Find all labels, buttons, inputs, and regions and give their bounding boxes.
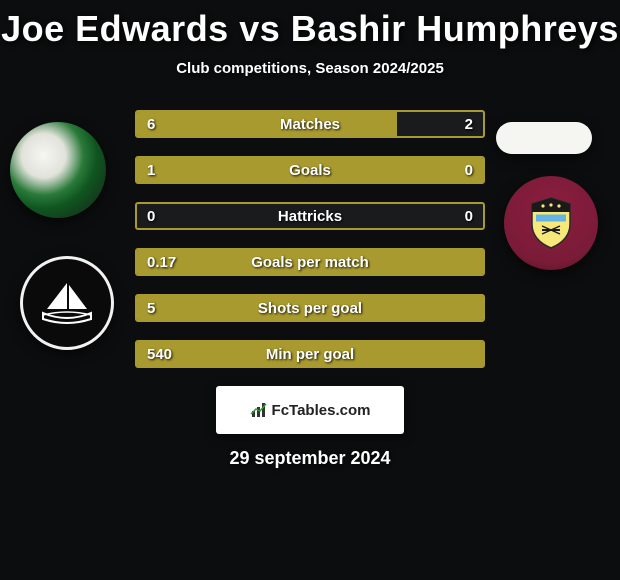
page-title: Joe Edwards vs Bashir Humphreys xyxy=(0,0,620,50)
stat-label: Goals per match xyxy=(137,254,483,271)
stat-row: 0 Hattricks 0 xyxy=(135,202,485,230)
subtitle: Club competitions, Season 2024/2025 xyxy=(0,60,620,77)
stat-row: 5 Shots per goal xyxy=(135,294,485,322)
date-text: 29 september 2024 xyxy=(0,448,620,469)
brand-box[interactable]: FcTables.com xyxy=(216,386,404,434)
stat-label: Shots per goal xyxy=(137,300,483,317)
brand-text: FcTables.com xyxy=(272,402,371,419)
stat-label: Goals xyxy=(137,162,483,179)
stat-row: 6 Matches 2 xyxy=(135,110,485,138)
chart-icon xyxy=(250,401,268,419)
stat-row: 1 Goals 0 xyxy=(135,156,485,184)
stat-label: Min per goal xyxy=(137,346,483,363)
stat-row: 540 Min per goal xyxy=(135,340,485,368)
stats-container: 6 Matches 2 1 Goals 0 0 Hattricks 0 0.17… xyxy=(0,110,620,469)
stat-right-value: 2 xyxy=(465,116,473,133)
stat-right-value: 0 xyxy=(465,208,473,225)
stat-row: 0.17 Goals per match xyxy=(135,248,485,276)
stat-right-value: 0 xyxy=(465,162,473,179)
stat-label: Hattricks xyxy=(137,208,483,225)
stat-label: Matches xyxy=(137,116,483,133)
